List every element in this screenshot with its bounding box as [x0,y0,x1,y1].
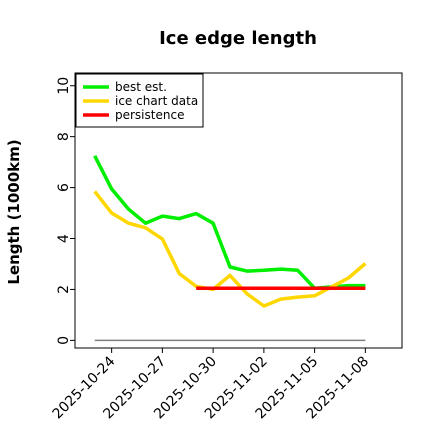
chart-title: Ice edge length [159,28,317,49]
plot-frame [74,72,403,349]
y-tick-label: 6 [56,183,72,192]
y-tick-label: 0 [56,336,72,345]
y-axis-label: Length (1000km) [5,139,23,284]
y-tick-label: 4 [56,234,72,243]
y-axis-ticks: 0 2 4 6 8 10 [56,77,75,345]
series-line-2 [93,190,367,308]
legend-label: ice chart data [115,94,198,108]
legend-label: persistence [115,108,184,122]
y-tick-label: 2 [56,285,72,294]
series-layer [93,155,367,308]
y-tick-label: 10 [56,77,72,95]
y-tick-label: 8 [56,132,72,141]
legend-label: best est. [115,80,167,94]
